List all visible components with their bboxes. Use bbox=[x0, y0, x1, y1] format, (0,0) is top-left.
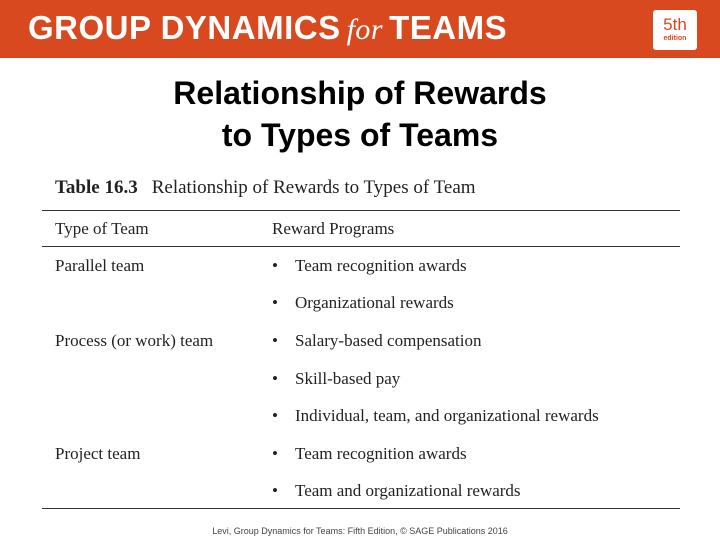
slide-title-line-1: Relationship of Rewards bbox=[173, 75, 547, 111]
column-header-rewards: Reward Programs bbox=[272, 219, 395, 238]
reward-item: • Team recognition awards bbox=[272, 444, 467, 464]
footer-citation: Levi, Group Dynamics for Teams: Fifth Ed… bbox=[212, 526, 508, 536]
table-header-rule bbox=[42, 246, 680, 247]
reward-item: • Skill-based pay bbox=[272, 369, 400, 389]
edition-number: 5th bbox=[663, 15, 687, 34]
reward-item: • Organizational rewards bbox=[272, 293, 454, 313]
bullet: • bbox=[272, 293, 278, 312]
reward-item: • Individual, team, and organizational re… bbox=[272, 406, 599, 426]
table-caption-text: Relationship of Rewards to Types of Team bbox=[151, 177, 476, 198]
bullet: • bbox=[272, 406, 278, 425]
row-label-project-team: Project team bbox=[55, 444, 141, 463]
header-banner: GROUP DYNAMICS for TEAMS 5th edition bbox=[0, 0, 720, 58]
reward-item: • Team recognition awards bbox=[272, 256, 467, 276]
bullet: • bbox=[272, 256, 278, 275]
bullet: • bbox=[272, 331, 278, 350]
edition-word: edition bbox=[663, 35, 687, 42]
book-title: GROUP DYNAMICS for TEAMS bbox=[28, 9, 507, 47]
table-caption: Table 16.3 Relationship of Rewards to Typ… bbox=[55, 177, 476, 199]
row-label-parallel-team: Parallel team bbox=[55, 256, 145, 275]
edition-badge: 5th edition bbox=[653, 10, 697, 50]
table-top-rule bbox=[42, 210, 680, 211]
book-title-for: for bbox=[346, 13, 384, 46]
reward-item: • Salary-based compensation bbox=[272, 331, 481, 351]
reward-text: Team and organizational rewards bbox=[295, 481, 521, 500]
bullet: • bbox=[272, 444, 278, 463]
table-bottom-rule bbox=[42, 508, 680, 509]
reward-text: Organizational rewards bbox=[295, 293, 454, 312]
reward-text: Salary-based compensation bbox=[295, 331, 482, 350]
reward-item: • Team and organizational rewards bbox=[272, 481, 521, 501]
table-number: Table 16.3 bbox=[55, 177, 138, 198]
book-title-teams: TEAMS bbox=[389, 9, 508, 46]
column-header-type: Type of Team bbox=[55, 219, 149, 238]
bullet: • bbox=[272, 481, 278, 500]
bullet: • bbox=[272, 369, 278, 388]
row-label-process-team: Process (or work) team bbox=[55, 331, 214, 350]
reward-text: Team recognition awards bbox=[295, 444, 467, 463]
reward-text: Team recognition awards bbox=[295, 256, 467, 275]
reward-text: Individual, team, and organizational rew… bbox=[295, 406, 599, 425]
book-title-group-dynamics: GROUP DYNAMICS bbox=[28, 9, 341, 46]
slide-title: Relationship of Rewards to Types of Team… bbox=[0, 72, 720, 156]
slide-title-line-2: to Types of Teams bbox=[221, 117, 499, 153]
reward-text: Skill-based pay bbox=[295, 369, 401, 388]
